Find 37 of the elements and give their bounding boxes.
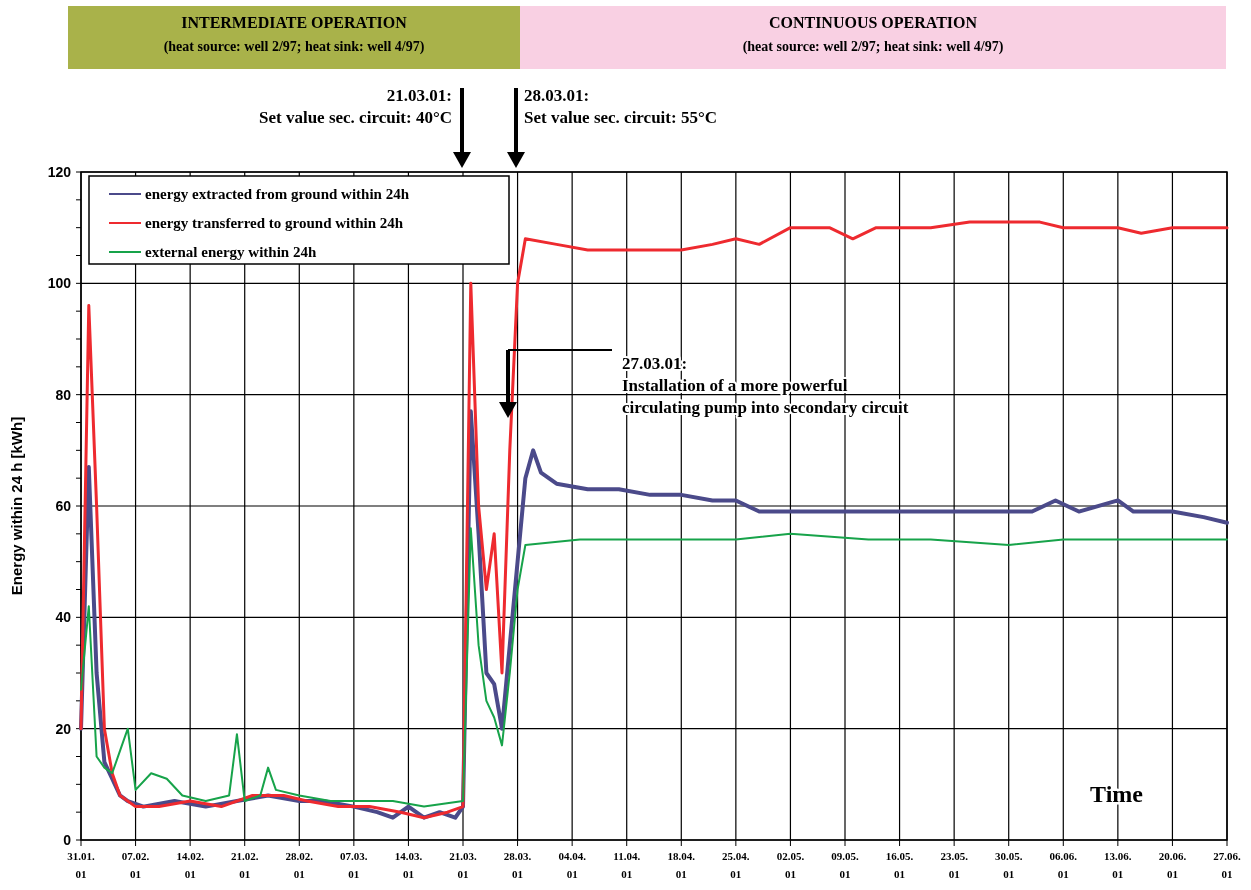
x-tick-label: 06.06. 01 xyxy=(1049,850,1078,880)
text: 28.03.01: Set value sec. circuit: 55°C xyxy=(524,86,717,127)
x-tick-label: 02.05. 01 xyxy=(776,850,805,880)
x-tick-label: 07.03. 01 xyxy=(340,850,368,880)
x-tick-label: 09.05. 01 xyxy=(831,850,859,880)
y-tick-label: 100 xyxy=(47,275,72,292)
x-tick-label: 28.02. 01 xyxy=(285,850,314,880)
x-tick-label: 30.05. 01 xyxy=(994,850,1023,880)
y-axis-title: Energy within 24 h [kWh] xyxy=(8,416,25,596)
x-tick-label: 14.03. 01 xyxy=(394,850,423,880)
y-tick-label: 20 xyxy=(55,720,72,737)
legend-label: energy extracted from ground within 24h xyxy=(145,186,410,202)
x-tick-label: 23.05. 01 xyxy=(940,850,969,880)
legend-label: energy transferred to ground within 24h xyxy=(145,215,404,231)
x-tick-label: 11.04. 01 xyxy=(613,850,641,880)
y-tick-label: 80 xyxy=(55,386,72,403)
x-tick-label: 16.05. 01 xyxy=(885,850,914,880)
x-tick-label: 31.01. 01 xyxy=(67,850,95,880)
x-tick-label: 27.06. 01 xyxy=(1213,850,1241,880)
x-tick-label: 14.02. 01 xyxy=(176,850,205,880)
x-tick-label: 18.04. 01 xyxy=(667,850,696,880)
y-tick-label: 0 xyxy=(63,832,72,848)
x-tick-label: 07.02. 01 xyxy=(121,850,150,880)
text: CONTINUOUS OPERATION (heat source: well 2/97; heat sink: well 4/97) xyxy=(742,14,1004,55)
x-tick-label: 21.02. 01 xyxy=(230,850,259,880)
x-tick-label: 04.04. 01 xyxy=(558,850,587,880)
legend-label: external energy within 24h xyxy=(145,244,317,260)
x-tick-label: 20.06. 01 xyxy=(1158,850,1187,880)
y-tick-label: 60 xyxy=(55,498,72,514)
text: INTERMEDIATE OPERATION (heat source: well 2/97; heat sink: well 4/97) xyxy=(163,14,425,55)
x-tick-label: 13.06. 01 xyxy=(1104,850,1132,880)
text: 21.03.01: Set value sec. circuit: 40°C xyxy=(259,86,452,127)
x-tick-label: 28.03. 01 xyxy=(503,850,532,880)
y-tick-label: 120 xyxy=(47,164,72,180)
x-tick-label: 21.03. 01 xyxy=(449,850,477,880)
x-tick-label: 25.04. 01 xyxy=(722,850,750,880)
y-tick-label: 40 xyxy=(55,609,72,626)
